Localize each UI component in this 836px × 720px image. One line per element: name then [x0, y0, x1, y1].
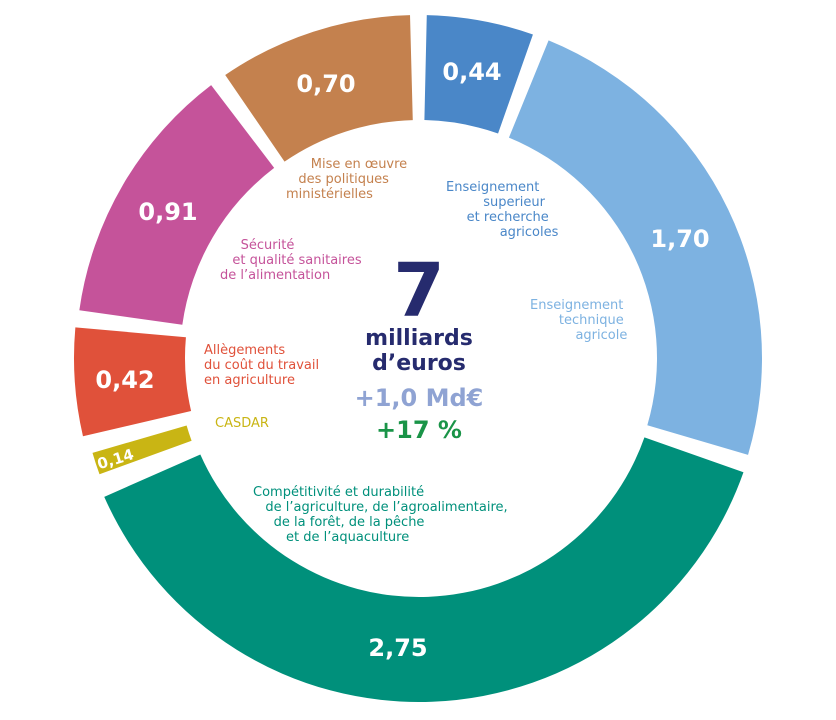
label-allegements: Allègements du coût du travail en agricu… — [204, 343, 320, 388]
segment-value-label: 0,91 — [138, 198, 197, 226]
donut-segments — [74, 15, 762, 702]
label-enseignement-technique: Enseignement technique agricole — [530, 298, 628, 343]
donut-segment — [92, 425, 192, 475]
label-securite-sanitaire: Sécurité et qualité sanitaires de l’alim… — [220, 238, 362, 283]
label-casdar: CASDAR — [215, 416, 269, 431]
segment-value-label: 0,70 — [296, 70, 355, 98]
segment-value-label: 0,14 — [95, 445, 136, 473]
total-unit-line1: milliards — [365, 326, 473, 351]
donut-segment — [104, 437, 744, 702]
donut-segment — [424, 15, 533, 134]
donut-segment — [225, 15, 413, 162]
donut-center: 7 milliards d’euros +1,0 Md€ +17 % — [319, 248, 519, 446]
segment-value-label: 0,44 — [442, 58, 501, 86]
donut-segment — [508, 40, 762, 455]
label-enseignement-superieur: Enseignement superieur et recherche agri… — [446, 180, 559, 240]
change-percent: +17 % — [376, 416, 462, 444]
label-competitivite: Compétitivité et durabilité de l’agricul… — [253, 485, 508, 545]
segment-value-label: 2,75 — [368, 634, 427, 662]
label-mise-en-oeuvre: Mise en œuvre des politiques ministériel… — [286, 157, 408, 202]
total-unit-line2: d’euros — [372, 351, 466, 376]
change-absolute: +1,0 Md€ — [354, 384, 484, 412]
total-value: 7 — [393, 248, 445, 334]
donut-segment — [79, 85, 275, 325]
segment-value-label: 1,70 — [650, 225, 709, 253]
segment-value-label: 0,42 — [95, 366, 154, 394]
donut-segment — [74, 327, 192, 437]
segment-value-labels: 0,44 1,70 2,75 0,14 0,42 0,91 0,70 — [95, 58, 709, 662]
